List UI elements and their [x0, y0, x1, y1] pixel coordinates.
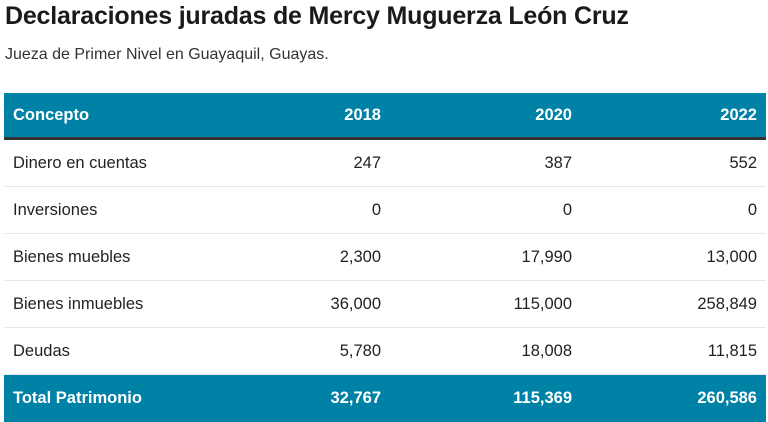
column-header: Concepto: [4, 93, 194, 139]
subtitle: Jueza de Primer Nivel en Guayaquil, Guay…: [5, 46, 329, 64]
table-cell-value: 247: [194, 139, 390, 187]
column-header: 2020: [390, 93, 581, 139]
table-cell-value: 0: [581, 187, 766, 234]
table-cell-concept: Bienes muebles: [4, 234, 194, 281]
table-cell-value: 5,780: [194, 328, 390, 375]
table-cell-value: 11,815: [581, 328, 766, 375]
total-value: 260,586: [581, 375, 766, 422]
column-header: 2022: [581, 93, 766, 139]
table-cell-value: 36,000: [194, 281, 390, 328]
table-cell-value: 0: [194, 187, 390, 234]
table-cell-value: 0: [390, 187, 581, 234]
table-cell-value: 552: [581, 139, 766, 187]
table-cell-value: 17,990: [390, 234, 581, 281]
table-cell-value: 115,000: [390, 281, 581, 328]
table-cell-concept: Deudas: [4, 328, 194, 375]
total-value: 32,767: [194, 375, 390, 422]
table-cell-value: 387: [390, 139, 581, 187]
table-cell-value: 18,008: [390, 328, 581, 375]
table-cell-value: 2,300: [194, 234, 390, 281]
table-cell-concept: Dinero en cuentas: [4, 139, 194, 187]
total-label: Total Patrimonio: [4, 375, 194, 422]
column-header: 2018: [194, 93, 390, 139]
table-cell-concept: Bienes inmuebles: [4, 281, 194, 328]
table-header-row: Concepto 2018 2020 2022: [4, 93, 766, 139]
assets-table: Concepto 2018 2020 2022 Dinero en cuenta…: [4, 93, 766, 422]
table-cell-value: 258,849: [581, 281, 766, 328]
table-cell-value: 13,000: [581, 234, 766, 281]
page-title: Declaraciones juradas de Mercy Muguerza …: [5, 2, 629, 31]
table-cell-concept: Inversiones: [4, 187, 194, 234]
total-value: 115,369: [390, 375, 581, 422]
